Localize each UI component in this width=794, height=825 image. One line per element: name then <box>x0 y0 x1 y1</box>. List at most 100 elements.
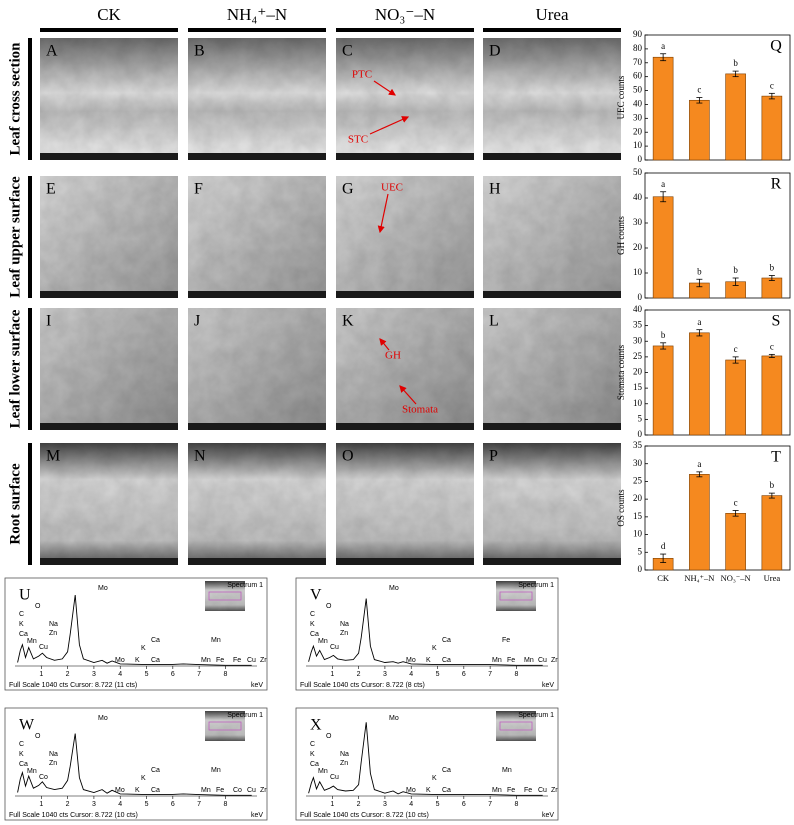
panel-letter: S <box>772 313 781 330</box>
bar <box>725 513 746 571</box>
row-bar <box>28 38 32 160</box>
x-tick-label: 7 <box>488 671 492 678</box>
y-tick-label: 40 <box>633 192 643 202</box>
sem-info-strip <box>483 291 621 298</box>
element-label: Mo <box>389 715 399 722</box>
element-label: Mo <box>389 585 399 592</box>
element-label: Mn <box>27 638 37 645</box>
row-label: Root surface <box>7 463 23 545</box>
element-label: C <box>19 741 24 748</box>
annotation: STC <box>348 134 368 146</box>
element-label: K <box>432 775 437 782</box>
y-tick-label: 0 <box>638 292 643 302</box>
element-label: Ca <box>151 657 160 664</box>
y-tick-label: 10 <box>633 267 643 277</box>
x-tick-label: Urea <box>764 573 781 583</box>
inset-label: Spectrum 1 <box>227 582 263 589</box>
x-tick-label: 2 <box>357 801 361 808</box>
significance-letter: c <box>770 341 774 351</box>
x-tick-label: 5 <box>145 801 149 808</box>
x-tick-label: 8 <box>514 801 518 808</box>
annotation-arrow <box>373 80 396 96</box>
significance-letter: b <box>733 58 738 68</box>
significance-letter: b <box>770 263 775 273</box>
significance-letter: b <box>697 266 702 276</box>
element-label: Ca <box>19 761 28 768</box>
y-axis-label: Stomata counts <box>616 344 626 400</box>
element-label: Fe <box>233 657 241 664</box>
x-tick-label: 6 <box>462 671 466 678</box>
panel-letter: V <box>310 587 322 604</box>
element-label: Mo <box>98 585 108 592</box>
element-label: Zn <box>49 760 57 767</box>
element-label: Co <box>233 787 242 794</box>
element-label: Ca <box>442 657 451 664</box>
row-bar <box>28 176 32 298</box>
element-label: Zr <box>551 787 558 794</box>
annotation: GH <box>385 350 401 362</box>
element-label: Mn <box>201 787 211 794</box>
x-axis-label: keV <box>251 682 263 689</box>
bar <box>652 196 674 299</box>
x-tick-label: 8 <box>223 671 227 678</box>
x-tick-label: 1 <box>39 671 43 678</box>
element-label: K <box>310 621 315 628</box>
element-label: Ca <box>310 631 319 638</box>
plot-frame <box>644 445 791 571</box>
sem-image <box>40 308 178 430</box>
y-axis-label: OS counts <box>616 489 626 527</box>
column-header: Urea <box>535 5 568 24</box>
inset-label: Spectrum 1 <box>227 712 263 719</box>
spectrum-footer: Full Scale 1040 cts Cursor: 8.722 (10 ct… <box>300 812 429 819</box>
x-tick-label: CK <box>657 573 670 583</box>
plot-frame <box>644 34 791 161</box>
sem-image <box>483 38 621 160</box>
inset-label: Spectrum 1 <box>518 582 554 589</box>
panel-letter: P <box>489 448 498 465</box>
element-label: Fe <box>524 787 532 794</box>
element-label: Na <box>340 751 349 758</box>
element-label: K <box>135 787 140 794</box>
y-tick-label: 30 <box>633 335 643 345</box>
y-tick-label: 0 <box>638 154 643 164</box>
sem-info-strip <box>40 291 178 298</box>
sem-image <box>336 176 474 298</box>
x-tick-label: 2 <box>66 801 70 808</box>
sem-image <box>188 443 326 565</box>
x-axis-label: keV <box>251 812 263 819</box>
x-tick-label: 5 <box>436 671 440 678</box>
y-tick-label: 5 <box>638 546 643 556</box>
y-tick-label: 60 <box>633 71 643 81</box>
element-label: Ca <box>442 767 451 774</box>
y-tick-label: 25 <box>633 351 643 361</box>
sem-image <box>336 443 474 565</box>
panel-letter: F <box>194 181 203 198</box>
x-tick-label: 5 <box>436 801 440 808</box>
x-tick-label: 2 <box>357 671 361 678</box>
spectrum-footer: Full Scale 1040 cts Cursor: 8.722 (10 ct… <box>9 812 138 819</box>
spectrum-inset <box>205 581 245 611</box>
element-label: Cu <box>538 657 547 664</box>
panel-letter: U <box>19 587 31 604</box>
x-tick-label: 7 <box>197 671 201 678</box>
element-label: Mn <box>318 768 328 775</box>
row-label: Leaf cross section <box>7 42 23 156</box>
element-label: Ca <box>151 767 160 774</box>
sem-image <box>336 38 474 160</box>
header-bar <box>336 28 474 32</box>
bar <box>725 73 746 161</box>
bar <box>689 99 710 161</box>
y-tick-label: 10 <box>633 398 643 408</box>
panel-letter: B <box>194 43 205 60</box>
significance-letter: c <box>770 80 774 90</box>
element-label: Ca <box>19 631 28 638</box>
sem-image <box>483 443 621 565</box>
element-label: C <box>19 611 24 618</box>
panel-letter: L <box>489 313 499 330</box>
element-label: O <box>35 733 41 740</box>
panel-letter: X <box>310 717 322 734</box>
element-label: Mo <box>406 787 416 794</box>
element-label: K <box>426 787 431 794</box>
annotation-arrow <box>377 193 389 234</box>
panel-letter: E <box>46 181 56 198</box>
